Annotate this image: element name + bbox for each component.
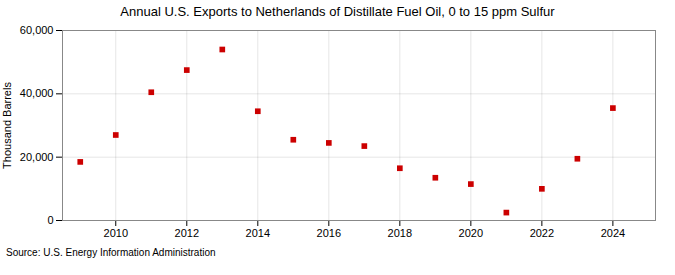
html-text:Annual U.S. Exports to Netherl: Annual U.S. Exports to Netherlands of Di… [120, 4, 555, 19]
svg-text:2016: 2016 [317, 227, 341, 239]
svg-text:2020: 2020 [459, 227, 483, 239]
svg-text:2012: 2012 [175, 227, 199, 239]
html-text:Source: U.S. Energy Informatio: Source: U.S. Energy Information Administ… [6, 247, 216, 258]
svg-text:2014: 2014 [246, 227, 270, 239]
svg-text:0: 0 [47, 214, 53, 226]
svg-text:2018: 2018 [388, 227, 412, 239]
svg-text:Thousand Barrels: Thousand Barrels [1, 82, 13, 169]
svg-text:60,000: 60,000 [20, 24, 54, 36]
svg-text:40,000: 40,000 [20, 87, 54, 99]
svg-text:2010: 2010 [104, 227, 128, 239]
svg-text:2022: 2022 [530, 227, 554, 239]
svg-text:2024: 2024 [601, 227, 625, 239]
svg-text:20,000: 20,000 [20, 151, 54, 163]
